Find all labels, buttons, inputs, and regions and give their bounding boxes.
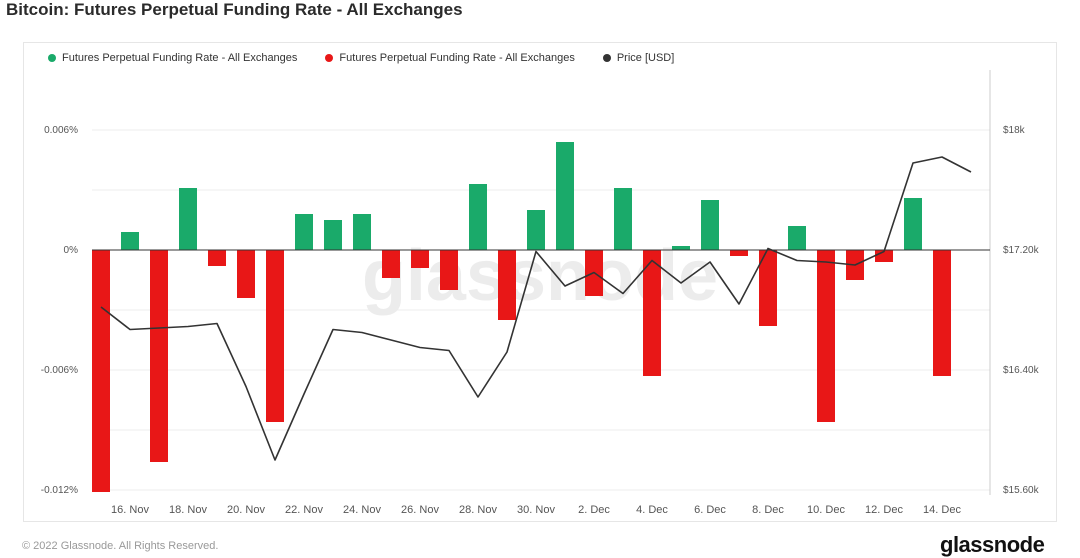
funding-rate-bar — [353, 214, 371, 250]
funding-rate-bar — [556, 142, 574, 250]
funding-rate-bar — [150, 250, 168, 462]
x-tick-label: 20. Nov — [227, 504, 265, 516]
chart-title: Bitcoin: Futures Perpetual Funding Rate … — [6, 0, 463, 19]
legend-label: Price [USD] — [616, 52, 675, 64]
x-tick-label: 2. Dec — [578, 504, 610, 516]
funding-rate-bar — [643, 250, 661, 376]
funding-rate-bar — [237, 250, 255, 298]
funding-rate-bar — [295, 214, 313, 250]
x-tick-label: 4. Dec — [636, 504, 668, 516]
legend-label: Futures Perpetual Funding Rate - All Exc… — [62, 52, 298, 64]
x-tick-label: 6. Dec — [694, 504, 726, 516]
legend-item-funding-positive[interactable]: Futures Perpetual Funding Rate - All Exc… — [48, 52, 297, 64]
funding-rate-bar — [730, 250, 748, 256]
chart-panel — [23, 42, 1057, 522]
funding-rate-bar — [411, 250, 429, 268]
funding-rate-bar — [672, 246, 690, 250]
funding-rate-bar — [324, 220, 342, 250]
funding-rate-bar — [498, 250, 516, 320]
chart-legend: Futures Perpetual Funding Rate - All Exc… — [48, 52, 674, 64]
funding-rate-bar — [527, 210, 545, 250]
legend-marker-red — [325, 54, 334, 62]
x-tick-label: 26. Nov — [401, 504, 439, 516]
y-tick-label-left: 0% — [64, 245, 79, 256]
funding-rate-bar — [266, 250, 284, 422]
x-tick-label: 30. Nov — [517, 504, 555, 516]
funding-rate-bar — [904, 198, 922, 250]
legend-item-funding-negative[interactable]: Futures Perpetual Funding Rate - All Exc… — [325, 52, 575, 64]
funding-rate-bar — [817, 250, 835, 422]
legend-marker-green — [48, 54, 56, 62]
funding-rate-bar — [701, 200, 719, 250]
y-tick-label-left: -0.012% — [41, 485, 78, 496]
x-tick-label: 28. Nov — [459, 504, 497, 516]
x-tick-label: 10. Dec — [807, 504, 845, 516]
legend-item-price[interactable]: Price [USD] — [602, 52, 675, 64]
x-tick-label: 8. Dec — [752, 504, 784, 516]
x-tick-label: 24. Nov — [343, 504, 381, 516]
y-tick-label-left: -0.006% — [41, 365, 78, 376]
y-tick-label-left: 0.006% — [44, 125, 78, 136]
funding-rate-bar — [788, 226, 806, 250]
y-tick-label-right: $18k — [1003, 125, 1026, 136]
x-tick-label: 16. Nov — [111, 504, 149, 516]
funding-rate-bar — [382, 250, 400, 278]
y-tick-label-right: $17.20k — [1003, 245, 1040, 256]
y-tick-label-right: $15.60k — [1003, 485, 1040, 496]
y-tick-label-right: $16.40k — [1003, 365, 1040, 376]
funding-rate-bar — [469, 184, 487, 250]
funding-rate-bar — [440, 250, 458, 290]
funding-rate-bar — [179, 188, 197, 250]
x-tick-label: 14. Dec — [923, 504, 961, 516]
legend-label: Futures Perpetual Funding Rate - All Exc… — [339, 52, 575, 64]
funding-rate-bar — [92, 250, 110, 492]
brand-logo: glassnode — [940, 532, 1045, 557]
funding-rate-bar — [208, 250, 226, 266]
price-line — [100, 156, 972, 461]
x-tick-label: 18. Nov — [169, 504, 207, 516]
copyright-text: © 2022 Glassnode. All Rights Reserved. — [22, 540, 219, 552]
funding-rate-bar — [759, 250, 777, 326]
x-tick-label: 12. Dec — [865, 504, 903, 516]
x-tick-label: 22. Nov — [285, 504, 323, 516]
funding-rate-bar — [933, 250, 951, 376]
funding-rate-bar — [121, 232, 139, 250]
legend-marker-dark — [602, 54, 611, 62]
funding-rate-bar — [614, 188, 632, 250]
